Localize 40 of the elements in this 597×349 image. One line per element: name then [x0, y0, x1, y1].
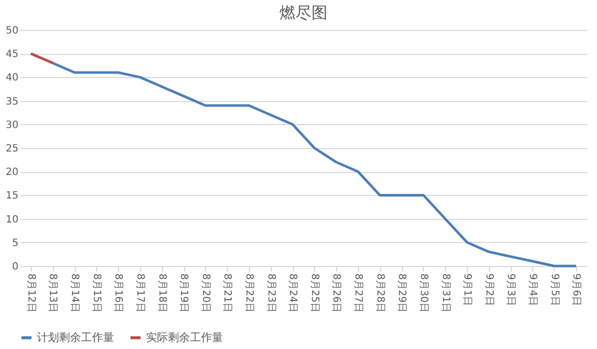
- y-tick-label: 40: [6, 72, 18, 84]
- x-tick-label: 8月26日: [330, 274, 342, 313]
- x-tick-label: 9月4日: [526, 274, 538, 306]
- x-tick-label: 9月3日: [505, 274, 516, 306]
- chart-title: 燃尽图: [280, 3, 328, 22]
- x-tick-label: 8月19日: [178, 274, 190, 313]
- x-tick-label: 8月15日: [90, 274, 102, 313]
- y-tick-label: 15: [6, 190, 18, 202]
- y-tick-label: 50: [6, 26, 18, 36]
- x-tick-label: 8月14日: [69, 274, 80, 313]
- x-tick-label: 8月29日: [396, 274, 408, 313]
- y-tick-label: 10: [6, 214, 18, 226]
- x-tick-label: 8月17日: [134, 274, 146, 313]
- x-tick-label: 9月2日: [483, 274, 494, 306]
- x-tick-label: 8月16日: [112, 274, 124, 313]
- x-tick-label: 8月12日: [25, 274, 36, 313]
- x-tick-label: 8月25日: [308, 274, 320, 313]
- x-tick-label: 8月28日: [374, 274, 386, 313]
- y-tick-label: 5: [12, 238, 18, 249]
- y-tick-label: 35: [6, 96, 18, 108]
- x-tick-label: 8月24日: [287, 274, 298, 313]
- legend-label: 实际剩余工作量: [146, 330, 223, 344]
- x-tick-label: 8月21日: [222, 274, 233, 313]
- y-tick-label: 45: [6, 49, 18, 60]
- x-tick-label: 9月6日: [570, 274, 582, 306]
- x-tick-label: 9月1日: [462, 274, 473, 306]
- legend-label: 计划剩余工作量: [37, 330, 114, 344]
- x-tick-label: 8月20日: [200, 274, 211, 313]
- x-tick-label: 8月27日: [352, 274, 364, 313]
- y-tick-label: 25: [6, 144, 18, 154]
- x-tick-label: 8月18日: [156, 274, 168, 313]
- y-tick-label: 30: [6, 120, 18, 131]
- x-tick-label: 8月30日: [418, 274, 429, 313]
- x-tick-label: 8月13日: [47, 274, 58, 313]
- x-tick-label: 9月5日: [548, 274, 560, 306]
- y-tick-label: 20: [6, 167, 18, 178]
- x-tick-label: 8月31日: [440, 274, 451, 313]
- y-tick-label: 0: [12, 262, 18, 272]
- x-tick-label: 8月23日: [265, 274, 276, 313]
- x-tick-label: 8月22日: [243, 274, 254, 313]
